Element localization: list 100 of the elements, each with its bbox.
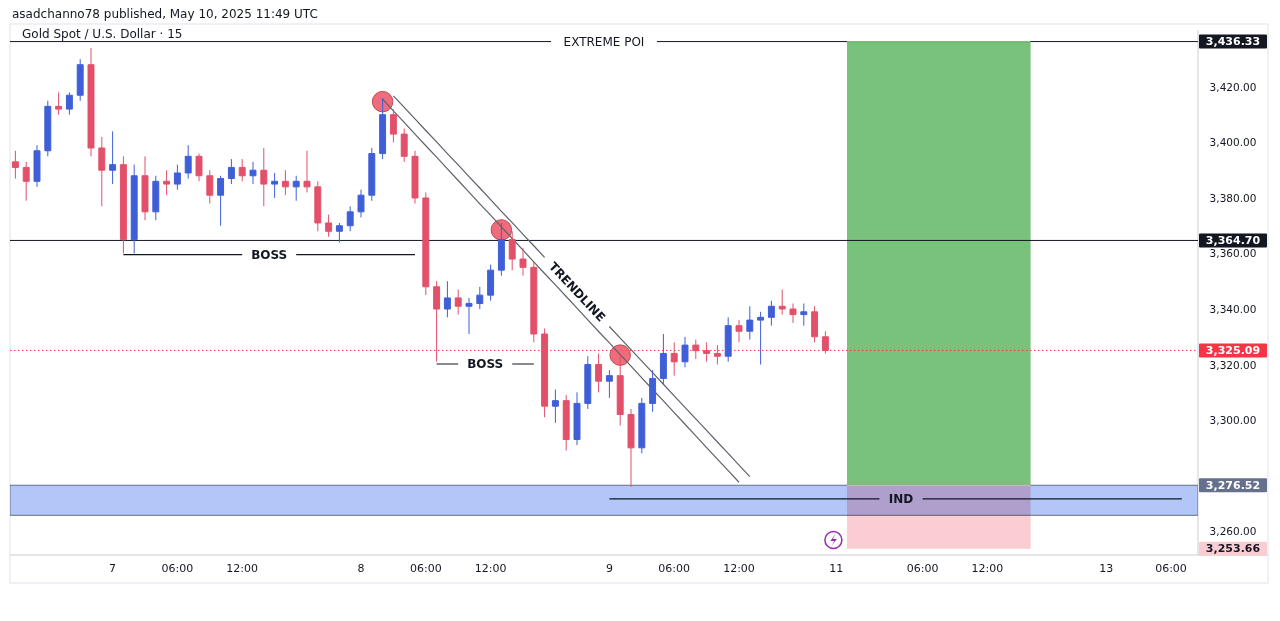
x-tick-label: 7 [109,561,117,575]
candlestick [55,91,63,116]
y-tick-label: 3,420.00 [1209,80,1257,93]
ref-line-label: EXTREME POI [563,34,645,49]
candlestick [627,408,635,488]
candlestick [44,100,52,157]
candlestick [821,330,829,354]
candlestick [443,280,451,318]
candlestick [173,164,181,191]
candlestick [303,150,311,193]
candlestick [389,108,397,143]
y-tick-label: 3,340.00 [1209,303,1257,316]
candlestick [195,153,203,182]
y-tick-label: 3,260.00 [1209,525,1257,538]
y-tick-label: 3,325.09 [1205,343,1261,357]
candlestick [281,169,289,196]
candlestick [746,305,754,341]
x-tick-label: 12:00 [474,561,507,575]
candlestick [724,316,732,363]
candlestick [659,333,667,385]
x-tick-label: 06:00 [409,561,442,575]
candlestick [65,91,73,116]
candlestick [379,97,387,160]
candlestick [713,344,721,366]
candlestick [109,130,117,185]
series-label: IND [888,491,914,506]
candlestick [87,47,95,157]
x-tick-label: 12:00 [723,561,755,575]
series-label: BOSS [251,247,288,262]
candlestick [541,327,549,418]
candlestick [670,341,678,377]
x-tick-label: 8 [357,561,365,575]
candlestick [260,147,268,207]
candlestick [368,147,376,202]
series-label: BOSS [467,356,504,371]
y-tick-label: 3,276.52 [1205,478,1261,492]
candlestick [789,302,797,324]
candlestick [271,172,279,199]
candlestick [206,169,214,205]
candlestick [152,175,160,221]
candlestick [11,150,19,180]
candlestick [335,222,343,243]
candlestick [400,128,408,163]
candlestick [551,389,559,424]
candlestick [519,247,527,277]
candlestick [227,158,235,185]
candlestick [616,352,624,427]
candlestick [454,289,462,316]
chart-subtitle: asadchanno78 published, May 10, 2025 11:49 UTC [12,7,318,21]
candlestick [76,58,84,102]
candlestick [422,191,430,296]
candlestick [217,175,225,227]
candlestick [98,136,106,207]
candlestick [497,222,505,277]
x-tick-label: 12:00 [226,561,259,575]
candlestick [411,150,419,205]
candlestick [119,155,127,254]
candlestick [184,144,192,180]
candlestick [346,205,354,232]
candlestick [595,352,603,393]
candlestick [767,300,775,327]
candlestick [238,158,246,182]
y-tick-label: 3,360.00 [1209,247,1257,260]
y-tick-label: 3,436.33 [1205,35,1261,49]
candlestick [605,369,613,399]
candlestick [487,264,495,302]
x-tick-label: 06:00 [161,561,194,575]
x-tick-label: 06:00 [658,561,691,575]
candlestick [357,189,365,218]
candlestick [811,305,819,343]
chart-title: Gold Spot / U.S. Dollar · 15 [22,27,183,41]
candlestick [562,394,570,452]
candlestick [433,280,441,363]
x-tick-label: 06:00 [906,561,939,575]
candlestick [692,339,700,360]
point [371,90,394,113]
candlestick [314,180,322,232]
candlestick [141,155,149,221]
y-tick-label: 3,300.00 [1209,414,1257,427]
candlestick [638,397,646,454]
candlestick [465,297,473,335]
candlestick [800,302,808,327]
candlestick [508,230,516,271]
candlestick [584,355,592,410]
x-tick-label: 12:00 [971,561,1004,575]
x-tick-label: 13 [1099,561,1114,575]
y-tick-label: 3,380.00 [1209,191,1257,204]
x-tick-label: 9 [605,561,613,575]
candlestick [325,214,333,238]
candlestick [703,341,711,363]
candlestick [130,164,138,254]
candlestick [735,319,743,343]
x-tick-label: 06:00 [1155,561,1187,575]
candlestick [292,175,300,202]
candlestick [681,336,689,368]
y-tick-label: 3,400.00 [1209,136,1257,149]
y-tick-label: 3,364.70 [1205,233,1261,247]
candlestick [476,286,484,310]
candlestick [530,261,538,343]
candlestick [778,289,786,316]
